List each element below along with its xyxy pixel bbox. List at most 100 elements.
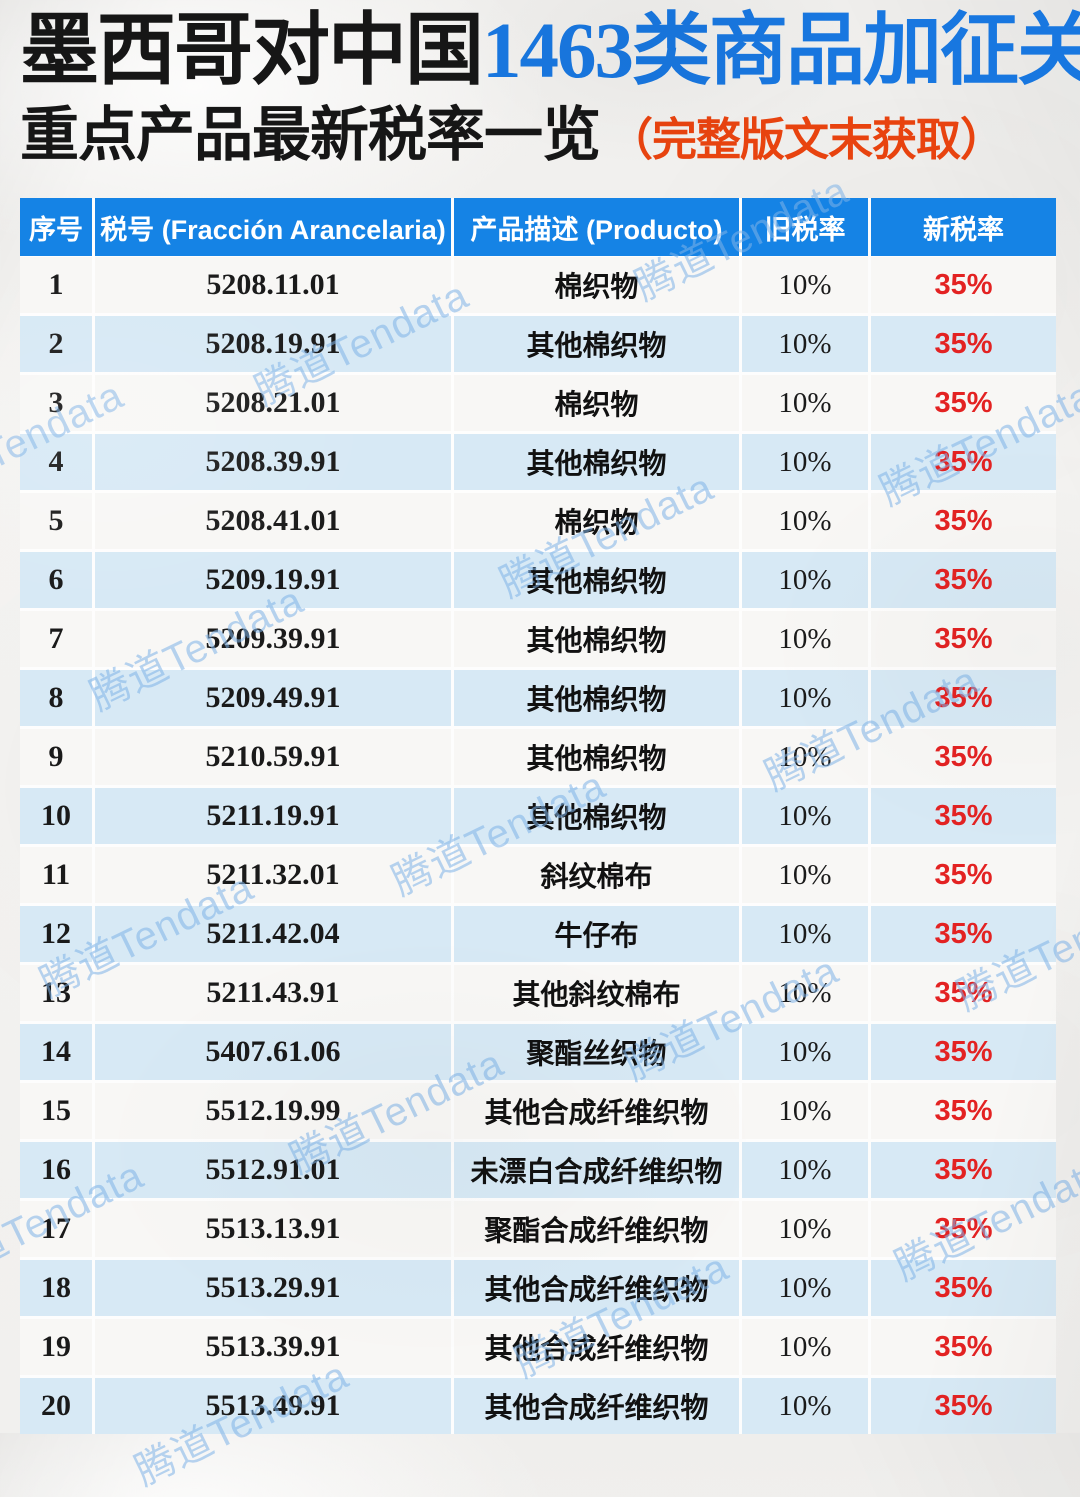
row-product: 其他合成纤维织物 [454, 1083, 739, 1139]
row-tariff-code: 5208.19.91 [95, 316, 451, 372]
row-new-rate: 35% [871, 906, 1056, 962]
row-tariff-code: 5211.43.91 [95, 965, 451, 1021]
col-header-index: 序号 [20, 198, 92, 256]
title-blue-part: 1463类商品加征关税 [482, 8, 1080, 95]
row-product: 斜纹棉布 [454, 847, 739, 903]
row-tariff-code: 5211.42.04 [95, 906, 451, 962]
row-product: 棉织物 [454, 257, 739, 313]
row-product: 其他棉织物 [454, 670, 739, 726]
col-header-product: 产品描述 (Producto) [454, 198, 739, 256]
row-new-rate: 35% [871, 434, 1056, 490]
row-old-rate: 10% [742, 1142, 868, 1198]
row-product: 其他棉织物 [454, 611, 739, 667]
subtitle-black-part: 重点产品最新税率一览 [20, 102, 601, 169]
row-old-rate: 10% [742, 670, 868, 726]
row-old-rate: 10% [742, 257, 868, 313]
title-black-part: 墨西哥对中国 [20, 8, 484, 95]
row-new-rate: 35% [871, 729, 1056, 785]
row-index: 8 [20, 670, 92, 726]
row-index: 19 [20, 1319, 92, 1375]
page-subtitle: 重点产品最新税率一览 （完整版文末获取） [20, 106, 1064, 165]
row-index: 17 [20, 1201, 92, 1257]
row-index: 3 [20, 375, 92, 431]
row-old-rate: 10% [742, 493, 868, 549]
row-old-rate: 10% [742, 434, 868, 490]
row-new-rate: 35% [871, 493, 1056, 549]
row-old-rate: 10% [742, 1083, 868, 1139]
row-old-rate: 10% [742, 1024, 868, 1080]
row-index: 15 [20, 1083, 92, 1139]
row-new-rate: 35% [871, 847, 1056, 903]
row-old-rate: 10% [742, 1378, 868, 1434]
row-index: 5 [20, 493, 92, 549]
row-index: 12 [20, 906, 92, 962]
row-new-rate: 35% [871, 611, 1056, 667]
page-title: 墨西哥对中国1463类商品加征关税 [20, 8, 1080, 96]
row-tariff-code: 5513.39.91 [95, 1319, 451, 1375]
row-index: 6 [20, 552, 92, 608]
row-tariff-code: 5512.91.01 [95, 1142, 451, 1198]
row-product: 其他合成纤维织物 [454, 1319, 739, 1375]
row-index: 14 [20, 1024, 92, 1080]
row-index: 16 [20, 1142, 92, 1198]
row-new-rate: 35% [871, 375, 1056, 431]
row-index: 4 [20, 434, 92, 490]
row-new-rate: 35% [871, 1260, 1056, 1316]
row-old-rate: 10% [742, 316, 868, 372]
row-index: 20 [20, 1378, 92, 1434]
row-index: 10 [20, 788, 92, 844]
row-tariff-code: 5211.32.01 [95, 847, 451, 903]
row-product: 未漂白合成纤维织物 [454, 1142, 739, 1198]
row-tariff-code: 5208.21.01 [95, 375, 451, 431]
row-old-rate: 10% [742, 729, 868, 785]
row-tariff-code: 5208.39.91 [95, 434, 451, 490]
row-tariff-code: 5209.49.91 [95, 670, 451, 726]
row-new-rate: 35% [871, 1378, 1056, 1434]
row-product: 聚酯合成纤维织物 [454, 1201, 739, 1257]
row-old-rate: 10% [742, 375, 868, 431]
row-tariff-code: 5209.19.91 [95, 552, 451, 608]
row-old-rate: 10% [742, 965, 868, 1021]
row-old-rate: 10% [742, 1201, 868, 1257]
col-header-oldrate: 旧税率 [742, 198, 868, 256]
subtitle-red-note: （完整版文末获取） [608, 115, 1005, 166]
row-old-rate: 10% [742, 611, 868, 667]
row-product: 棉织物 [454, 375, 739, 431]
row-index: 13 [20, 965, 92, 1021]
row-product: 牛仔布 [454, 906, 739, 962]
row-product: 聚酯丝织物 [454, 1024, 739, 1080]
header-titles: 墨西哥对中国1463类商品加征关税 重点产品最新税率一览（完整版文末获取） [20, 8, 1080, 165]
row-product: 棉织物 [454, 493, 739, 549]
row-product: 其他棉织物 [454, 434, 739, 490]
row-tariff-code: 5210.59.91 [95, 729, 451, 785]
row-new-rate: 35% [871, 1319, 1056, 1375]
row-new-rate: 35% [871, 316, 1056, 372]
row-new-rate: 35% [871, 788, 1056, 844]
tariff-table: 序号 税号 (Fracción Arancelaria) 产品描述 (Produ… [20, 198, 1056, 1434]
col-header-code: 税号 (Fracción Arancelaria) [95, 198, 451, 256]
row-new-rate: 35% [871, 1024, 1056, 1080]
row-index: 18 [20, 1260, 92, 1316]
row-new-rate: 35% [871, 552, 1056, 608]
col-header-newrate: 新税率 [871, 198, 1056, 256]
row-new-rate: 35% [871, 257, 1056, 313]
row-tariff-code: 5513.13.91 [95, 1201, 451, 1257]
row-tariff-code: 5512.19.99 [95, 1083, 451, 1139]
row-old-rate: 10% [742, 1260, 868, 1316]
row-tariff-code: 5407.61.06 [95, 1024, 451, 1080]
row-tariff-code: 5209.39.91 [95, 611, 451, 667]
row-old-rate: 10% [742, 552, 868, 608]
row-product: 其他合成纤维织物 [454, 1378, 739, 1434]
row-index: 11 [20, 847, 92, 903]
row-product: 其他棉织物 [454, 729, 739, 785]
row-new-rate: 35% [871, 1142, 1056, 1198]
row-tariff-code: 5208.11.01 [95, 257, 451, 313]
row-product: 其他棉织物 [454, 788, 739, 844]
row-index: 9 [20, 729, 92, 785]
row-old-rate: 10% [742, 906, 868, 962]
row-product: 其他棉织物 [454, 316, 739, 372]
row-new-rate: 35% [871, 1083, 1056, 1139]
row-old-rate: 10% [742, 847, 868, 903]
row-tariff-code: 5513.29.91 [95, 1260, 451, 1316]
